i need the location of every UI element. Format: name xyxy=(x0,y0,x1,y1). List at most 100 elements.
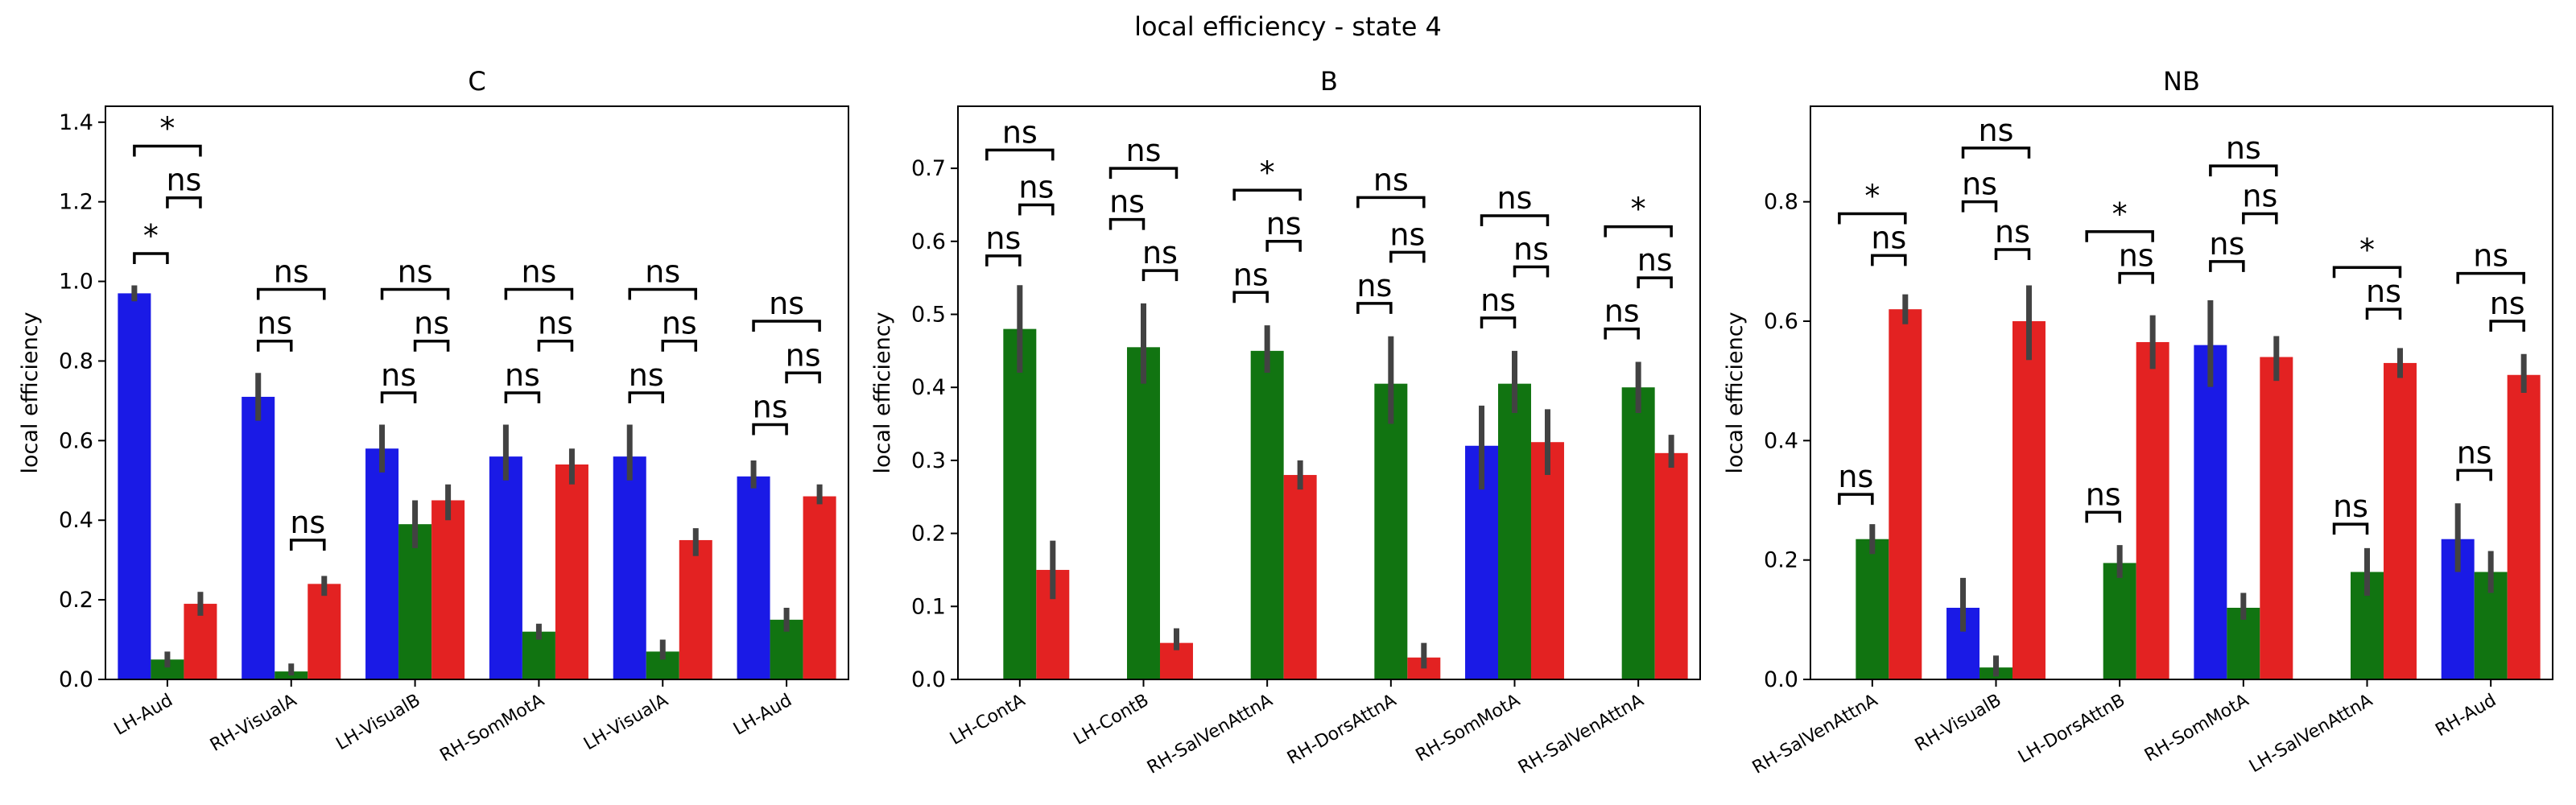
significance-label: ns xyxy=(645,254,680,289)
significance-bracket xyxy=(537,339,574,352)
significance-bracket xyxy=(1108,217,1146,230)
significance-bracket xyxy=(2085,510,2121,523)
significance-label: ns xyxy=(2366,274,2401,309)
significance-bracket xyxy=(985,254,1022,266)
significance-label: ns xyxy=(1389,217,1425,252)
significance-label: ns xyxy=(1838,459,1873,494)
significance-label: ns xyxy=(629,357,664,393)
bar xyxy=(1250,350,1284,679)
significance-bracket xyxy=(1871,254,1907,266)
significance-label: ns xyxy=(505,357,540,393)
significance-bracket xyxy=(1265,240,1302,252)
significance-label: ns xyxy=(414,306,449,341)
y-tick-label: 0.3 xyxy=(911,448,946,473)
significance-bracket xyxy=(1108,167,1179,180)
bar xyxy=(1374,383,1408,679)
bar xyxy=(737,476,770,679)
x-tick-label: RH-SalVenAttnA xyxy=(1749,691,1881,778)
significance-label: ns xyxy=(1480,283,1516,318)
significance-label: * xyxy=(159,110,175,146)
significance-bracket xyxy=(504,287,574,300)
y-tick-label: 0.4 xyxy=(59,508,93,533)
significance-label: ns xyxy=(274,254,309,289)
bar xyxy=(184,604,217,679)
significance-label: ns xyxy=(538,306,573,341)
y-axis-label: local efficiency xyxy=(18,312,43,473)
bar xyxy=(308,584,341,679)
significance-bracket xyxy=(2489,320,2525,332)
y-tick-label: 0.7 xyxy=(911,156,946,181)
significance-label: ns xyxy=(1979,113,2014,148)
significance-label: ns xyxy=(166,163,201,198)
significance-label: ns xyxy=(1995,214,2030,250)
bar xyxy=(365,448,399,679)
bar xyxy=(2194,345,2227,679)
y-tick-label: 0.4 xyxy=(911,375,946,400)
y-tick-label: 0.2 xyxy=(1764,548,1798,573)
bar xyxy=(431,500,465,679)
significance-bracket xyxy=(413,339,450,352)
significance-bracket xyxy=(1961,200,1998,213)
significance-bracket xyxy=(1961,147,2031,159)
significance-bracket xyxy=(2209,164,2278,177)
significance-bracket xyxy=(2242,212,2278,225)
x-tick-label: RH-Aud xyxy=(2432,691,2500,741)
x-tick-label: RH-SomMotA xyxy=(2141,691,2252,766)
x-tick-label: LH-VisualA xyxy=(580,691,671,755)
significance-bracket xyxy=(256,339,293,352)
significance-bracket xyxy=(166,196,202,208)
x-tick-label: RH-SomMotA xyxy=(437,691,548,766)
x-tick-label: LH-DorsAttnB xyxy=(2015,691,2128,768)
significance-bracket xyxy=(1141,269,1179,282)
significance-bracket xyxy=(504,391,541,403)
significance-bracket xyxy=(290,539,326,551)
y-tick-label: 1.4 xyxy=(59,110,93,135)
bar xyxy=(1003,328,1037,679)
panel-title: C xyxy=(468,66,485,97)
bar xyxy=(803,496,836,679)
significance-label: ns xyxy=(2086,477,2121,512)
y-tick-label: 0.1 xyxy=(911,594,946,619)
significance-label: ns xyxy=(2242,179,2277,214)
significance-label: ns xyxy=(1604,294,1640,329)
significance-label: ns xyxy=(769,286,804,321)
significance-label: ns xyxy=(2333,489,2368,524)
y-tick-label: 0.6 xyxy=(59,428,93,453)
significance-label: ns xyxy=(521,254,556,289)
y-tick-label: 0.6 xyxy=(911,229,946,254)
significance-bracket xyxy=(1838,212,1907,225)
figure-title: local efficiency - state 4 xyxy=(1134,11,1442,42)
y-tick-label: 0.5 xyxy=(911,302,946,327)
significance-bracket xyxy=(2332,266,2402,279)
significance-label: ns xyxy=(1962,167,1997,202)
significance-label: ns xyxy=(786,337,821,373)
significance-label: ns xyxy=(2209,226,2244,262)
x-tick-label: RH-DorsAttnA xyxy=(1284,691,1400,769)
plot-frame xyxy=(105,105,849,680)
significance-bracket xyxy=(2118,271,2154,284)
bar xyxy=(489,456,522,679)
y-tick-label: 0.4 xyxy=(1764,428,1798,453)
significance-bracket xyxy=(2456,271,2525,284)
significance-label: ns xyxy=(985,221,1021,256)
significance-label: ns xyxy=(290,505,325,540)
significance-bracket xyxy=(133,252,169,264)
panel-title: NB xyxy=(2163,66,2200,97)
significance-bracket xyxy=(785,371,821,384)
significance-bracket xyxy=(628,287,698,300)
bar xyxy=(613,456,646,679)
x-tick-label: LH-ContB xyxy=(1071,691,1153,749)
significance-label: * xyxy=(2112,196,2128,232)
significance-bracket xyxy=(628,391,664,403)
plot-frame xyxy=(1810,105,2553,680)
significance-bracket xyxy=(256,287,326,300)
chart-panel-2: NB local efficiency 0.0 0.2 0.4 0.6 0.8 ns ns * ns… xyxy=(1723,66,2553,778)
significance-bracket xyxy=(2365,308,2402,320)
panel-title: B xyxy=(1320,66,1338,97)
significance-label: ns xyxy=(2457,435,2492,470)
y-axis-label: local efficiency xyxy=(1723,312,1748,473)
